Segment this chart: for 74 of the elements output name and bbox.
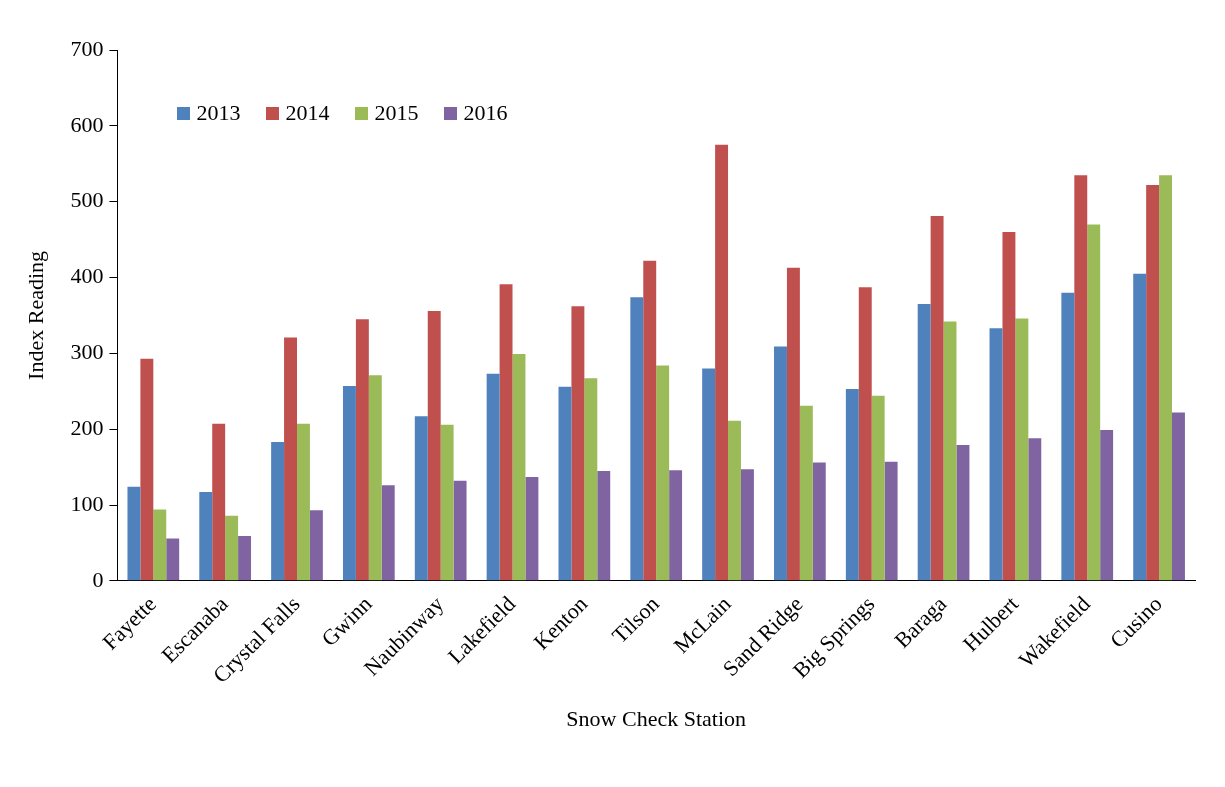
bar: [499, 284, 513, 581]
bar: [127, 486, 141, 581]
y-tick-label: 700: [70, 35, 104, 61]
bar: [571, 306, 585, 581]
bar: [858, 287, 872, 581]
bar: [427, 310, 441, 581]
x-axis-title: Snow Check Station: [566, 705, 747, 731]
bar: [584, 378, 598, 581]
bar: [786, 267, 800, 581]
bar: [774, 346, 787, 581]
bar: [799, 405, 813, 581]
bar: [597, 470, 611, 581]
bar: [166, 538, 180, 581]
bar: [271, 442, 285, 581]
bar: [1074, 175, 1088, 581]
bar: [355, 319, 369, 581]
bar: [845, 388, 859, 581]
bar: [1061, 292, 1075, 581]
bar: [368, 375, 382, 581]
bar: [989, 328, 1003, 581]
bar: [140, 358, 154, 581]
y-tick-label: 300: [70, 339, 104, 365]
bar: [212, 423, 226, 581]
y-tick-label: 100: [70, 490, 104, 516]
bar: [342, 385, 356, 581]
bar: [702, 368, 716, 581]
bar: [656, 365, 670, 581]
bar: [1087, 224, 1101, 581]
y-tick-label: 500: [70, 187, 104, 213]
legend-label: 2014: [285, 100, 330, 126]
bar: [512, 354, 526, 581]
bar: [381, 485, 395, 581]
bar: [225, 515, 239, 581]
bar: [956, 445, 970, 581]
y-axis-title: Index Reading: [22, 250, 48, 380]
bar: [1015, 318, 1029, 581]
bar: [715, 144, 729, 581]
bar: [153, 509, 167, 581]
bar: [1133, 273, 1147, 581]
bar: [669, 470, 683, 581]
bar: [884, 461, 898, 581]
bar: [297, 423, 310, 581]
bar: [1172, 412, 1185, 581]
bar: [1002, 232, 1016, 581]
bar: [1028, 438, 1042, 581]
bar: [284, 337, 297, 581]
legend-label: 2016: [463, 100, 508, 126]
bar: [1100, 429, 1114, 581]
bar: [943, 321, 957, 581]
bar: [486, 373, 500, 581]
bar: [871, 395, 885, 581]
bar: [440, 424, 454, 581]
bar: [1146, 184, 1160, 581]
bar: [812, 462, 826, 581]
bar: [414, 416, 428, 581]
bar: [453, 480, 467, 581]
bar: [728, 420, 741, 581]
bar: [917, 304, 931, 581]
legend-label: 2015: [374, 100, 419, 126]
bar: [199, 492, 213, 581]
bar: [238, 536, 252, 581]
bar: [558, 386, 572, 581]
y-tick-label: 600: [70, 111, 104, 137]
bar: [643, 260, 657, 581]
bar: [740, 469, 754, 581]
legend-label: 2013: [196, 100, 241, 126]
y-tick-label: 0: [92, 566, 104, 592]
y-tick-label: 400: [70, 263, 104, 289]
bar: [525, 476, 539, 581]
y-tick-label: 200: [70, 414, 104, 440]
bar: [930, 216, 944, 581]
bar: [309, 510, 323, 581]
bar: [630, 297, 644, 581]
bar: [1159, 175, 1173, 581]
